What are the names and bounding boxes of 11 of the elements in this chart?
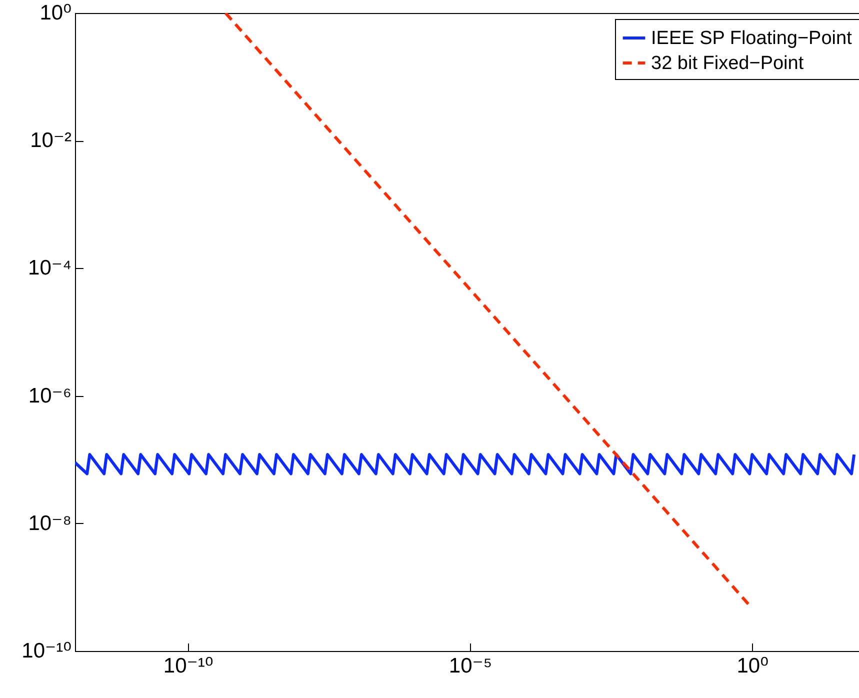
x-tick-label: 10⁻⁵ xyxy=(448,654,492,678)
y-tick-label: 10⁻² xyxy=(30,129,72,152)
y-tick-label: 10⁻⁶ xyxy=(28,384,72,408)
y-tick-label: 10⁻¹⁰ xyxy=(22,640,72,662)
y-tick-label: 10⁰ xyxy=(40,2,72,24)
x-tick-label: 10⁰ xyxy=(736,654,769,678)
x-tick-label: 10⁻¹⁰ xyxy=(163,654,214,678)
legend-label: IEEE SP Floating−Point xyxy=(651,28,853,49)
y-tick-label: 10⁻⁴ xyxy=(28,256,72,280)
legend-label: 32 bit Fixed−Point xyxy=(651,53,804,74)
y-tick-label: 10⁻⁸ xyxy=(28,512,72,535)
